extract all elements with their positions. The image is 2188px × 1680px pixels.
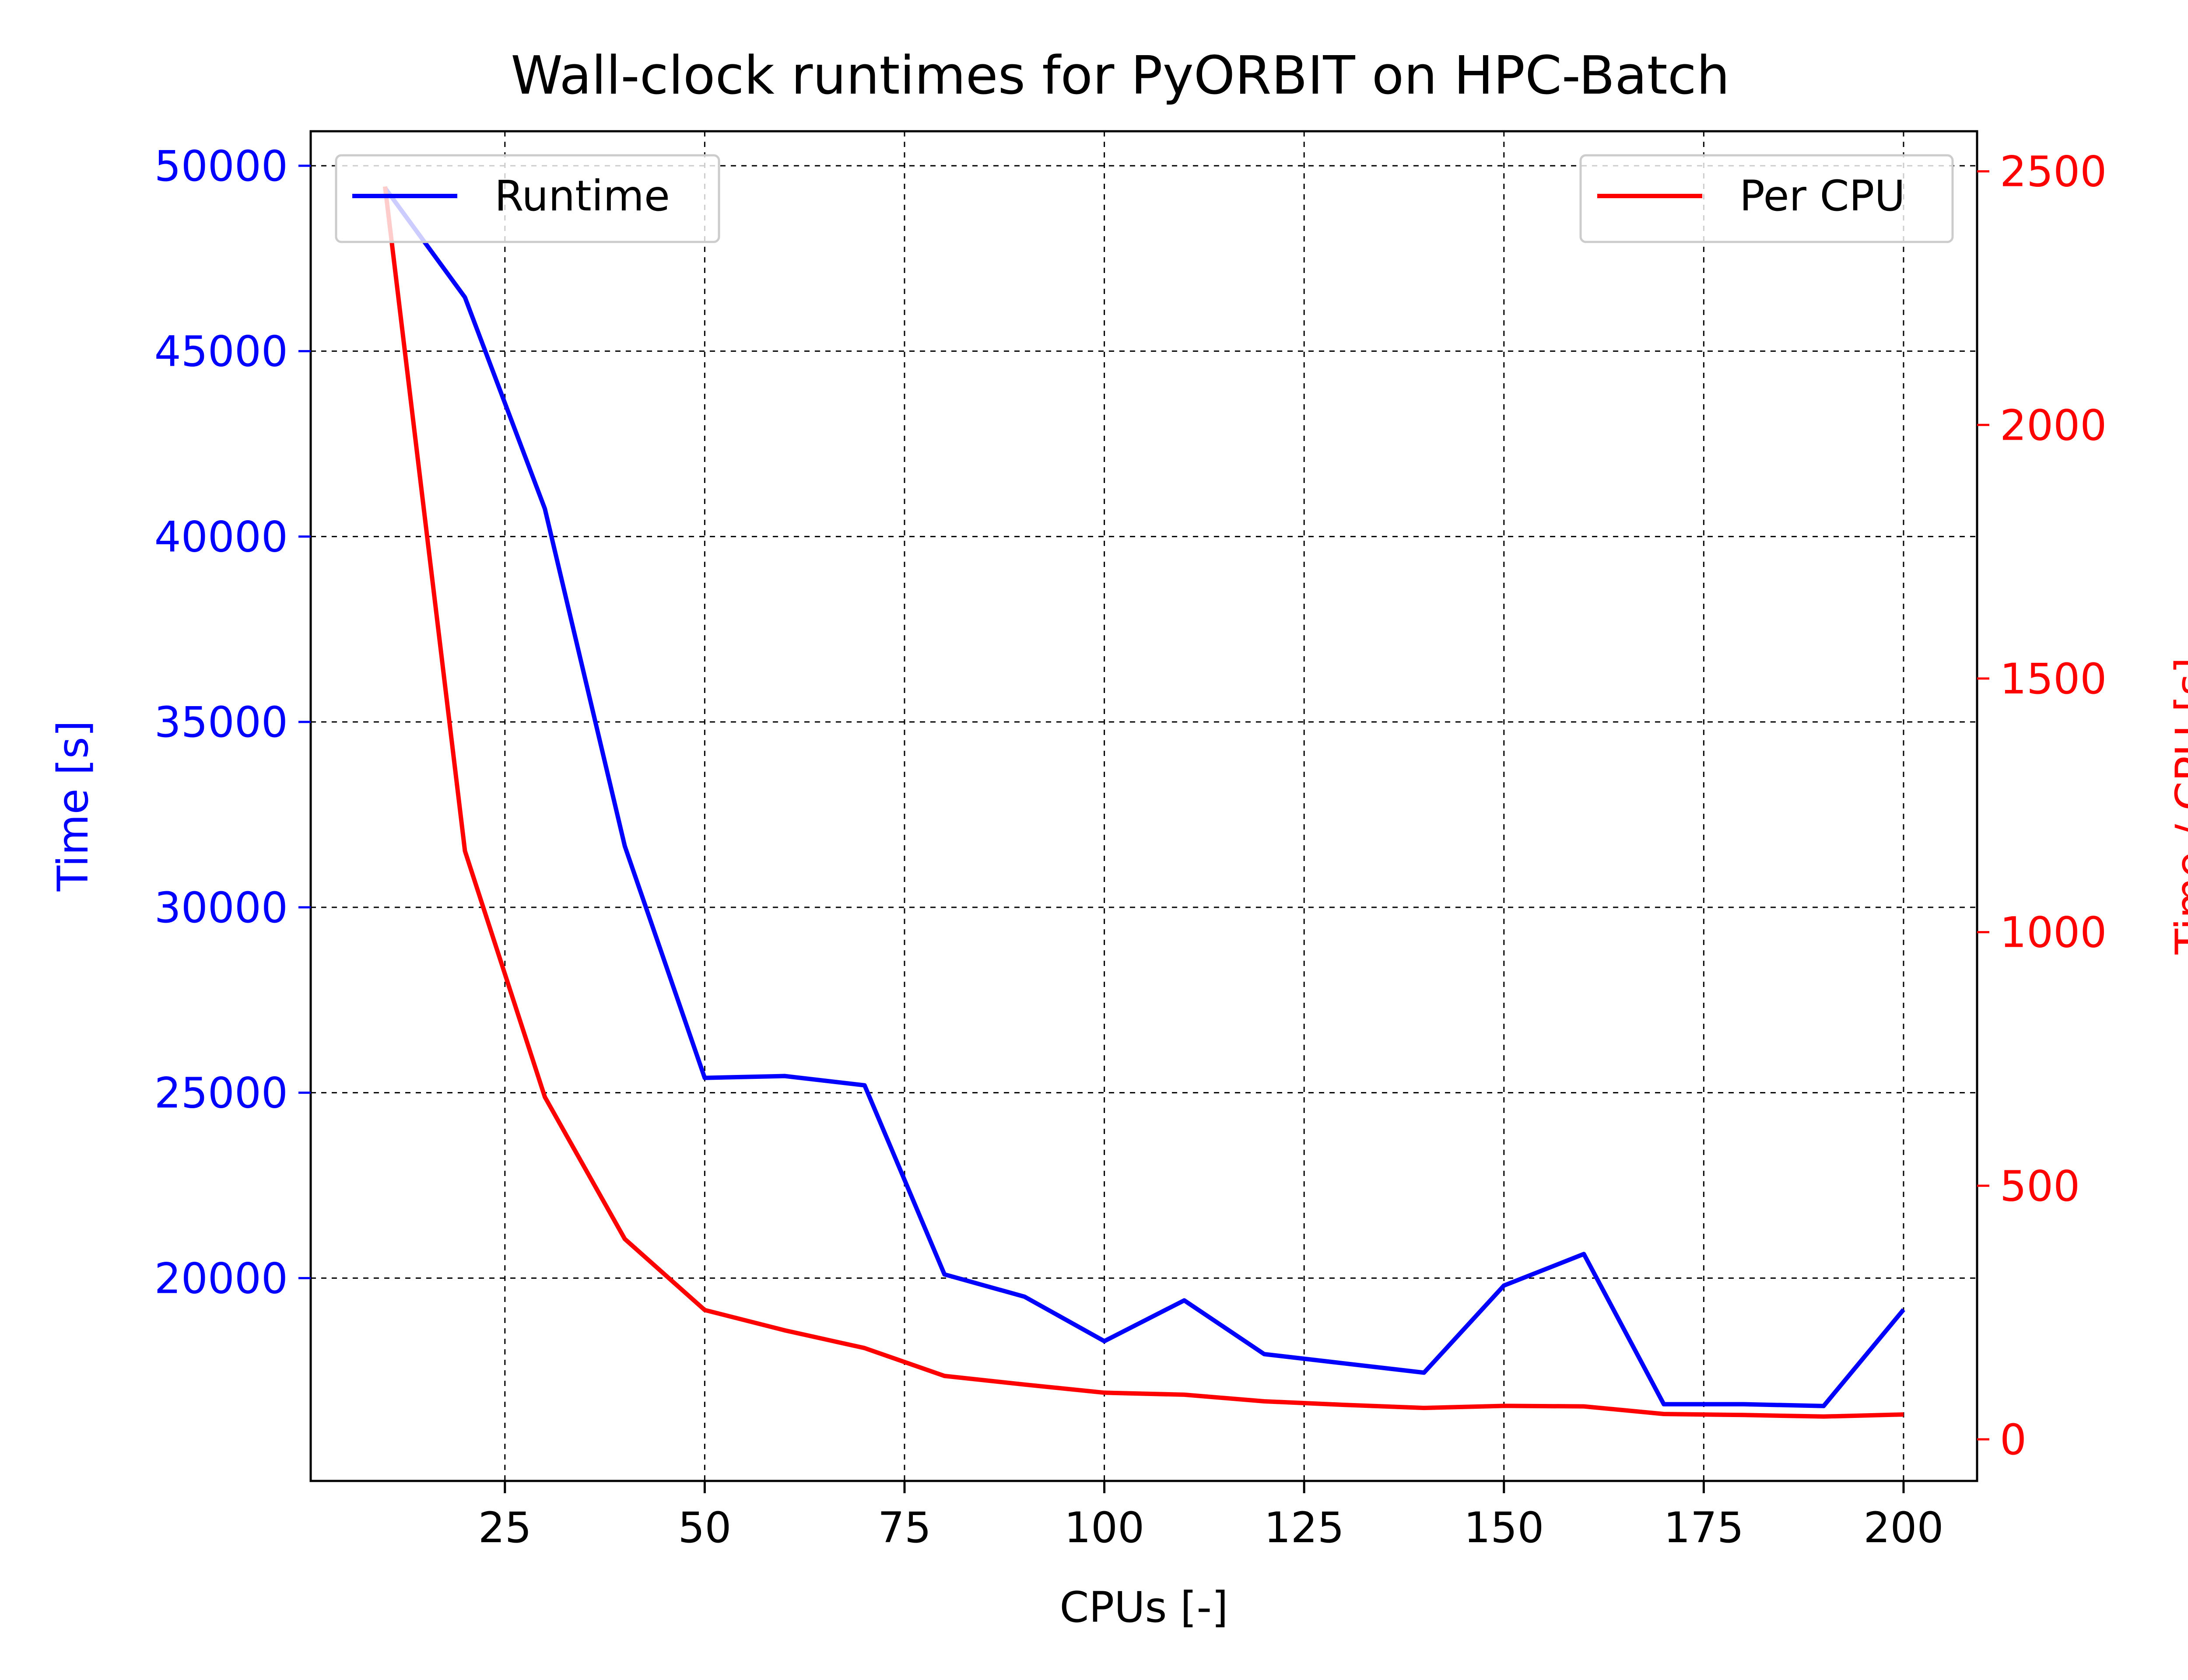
y-tick-label-right: 1000 bbox=[2000, 908, 2107, 957]
y-axis-label-right: Time / CPU [s] bbox=[2167, 658, 2188, 955]
plot-frame bbox=[309, 130, 1978, 1482]
y-tick-label-left: 50000 bbox=[154, 142, 288, 191]
y-tick-label-right: 2500 bbox=[2000, 147, 2107, 196]
x-tick-label: 200 bbox=[1863, 1503, 1943, 1552]
series-line-runtime bbox=[383, 186, 1905, 1408]
x-tick-label: 100 bbox=[1064, 1503, 1144, 1552]
y-tick-label-right: 1500 bbox=[2000, 654, 2107, 704]
y-tick-label-left: 40000 bbox=[154, 512, 288, 561]
x-tick-label: 50 bbox=[678, 1503, 731, 1552]
y-tick-label-left: 20000 bbox=[154, 1254, 288, 1303]
x-tick-label: 150 bbox=[1464, 1503, 1544, 1552]
y-tick-label-left: 30000 bbox=[154, 883, 288, 932]
ticks: 25 50 75 100 125 150 175 2002000025000300003500… bbox=[154, 142, 2107, 1552]
legend-runtime-label: Runtime bbox=[494, 172, 670, 220]
y-tick-label-left: 45000 bbox=[154, 327, 288, 376]
x-tick-label: 25 bbox=[478, 1503, 532, 1552]
series-lines bbox=[382, 186, 1905, 1419]
grid bbox=[311, 131, 1977, 1481]
x-tick-label: 125 bbox=[1264, 1503, 1344, 1552]
y-tick-label-left: 35000 bbox=[154, 698, 288, 747]
legend-per-cpu-label: Per CPU bbox=[1739, 172, 1905, 220]
series-line-per-cpu bbox=[382, 186, 1904, 1419]
y-axis-label-left: Time [s] bbox=[49, 721, 98, 892]
x-tick-label: 175 bbox=[1664, 1503, 1744, 1552]
chart-title: Wall-clock runtimes for PyORBIT on HPC-B… bbox=[511, 46, 1730, 106]
legend-runtime: Runtime bbox=[335, 154, 720, 243]
y-tick-label-right: 0 bbox=[2000, 1415, 2027, 1464]
legend-per-cpu: Per CPU bbox=[1579, 154, 1954, 243]
y-tick-label-left: 25000 bbox=[154, 1069, 288, 1118]
y-tick-label-right: 2000 bbox=[2000, 401, 2107, 450]
x-axis-label: CPUs [-] bbox=[1059, 1583, 1228, 1632]
y-tick-label-right: 500 bbox=[2000, 1162, 2080, 1211]
x-tick-label: 75 bbox=[878, 1503, 931, 1552]
